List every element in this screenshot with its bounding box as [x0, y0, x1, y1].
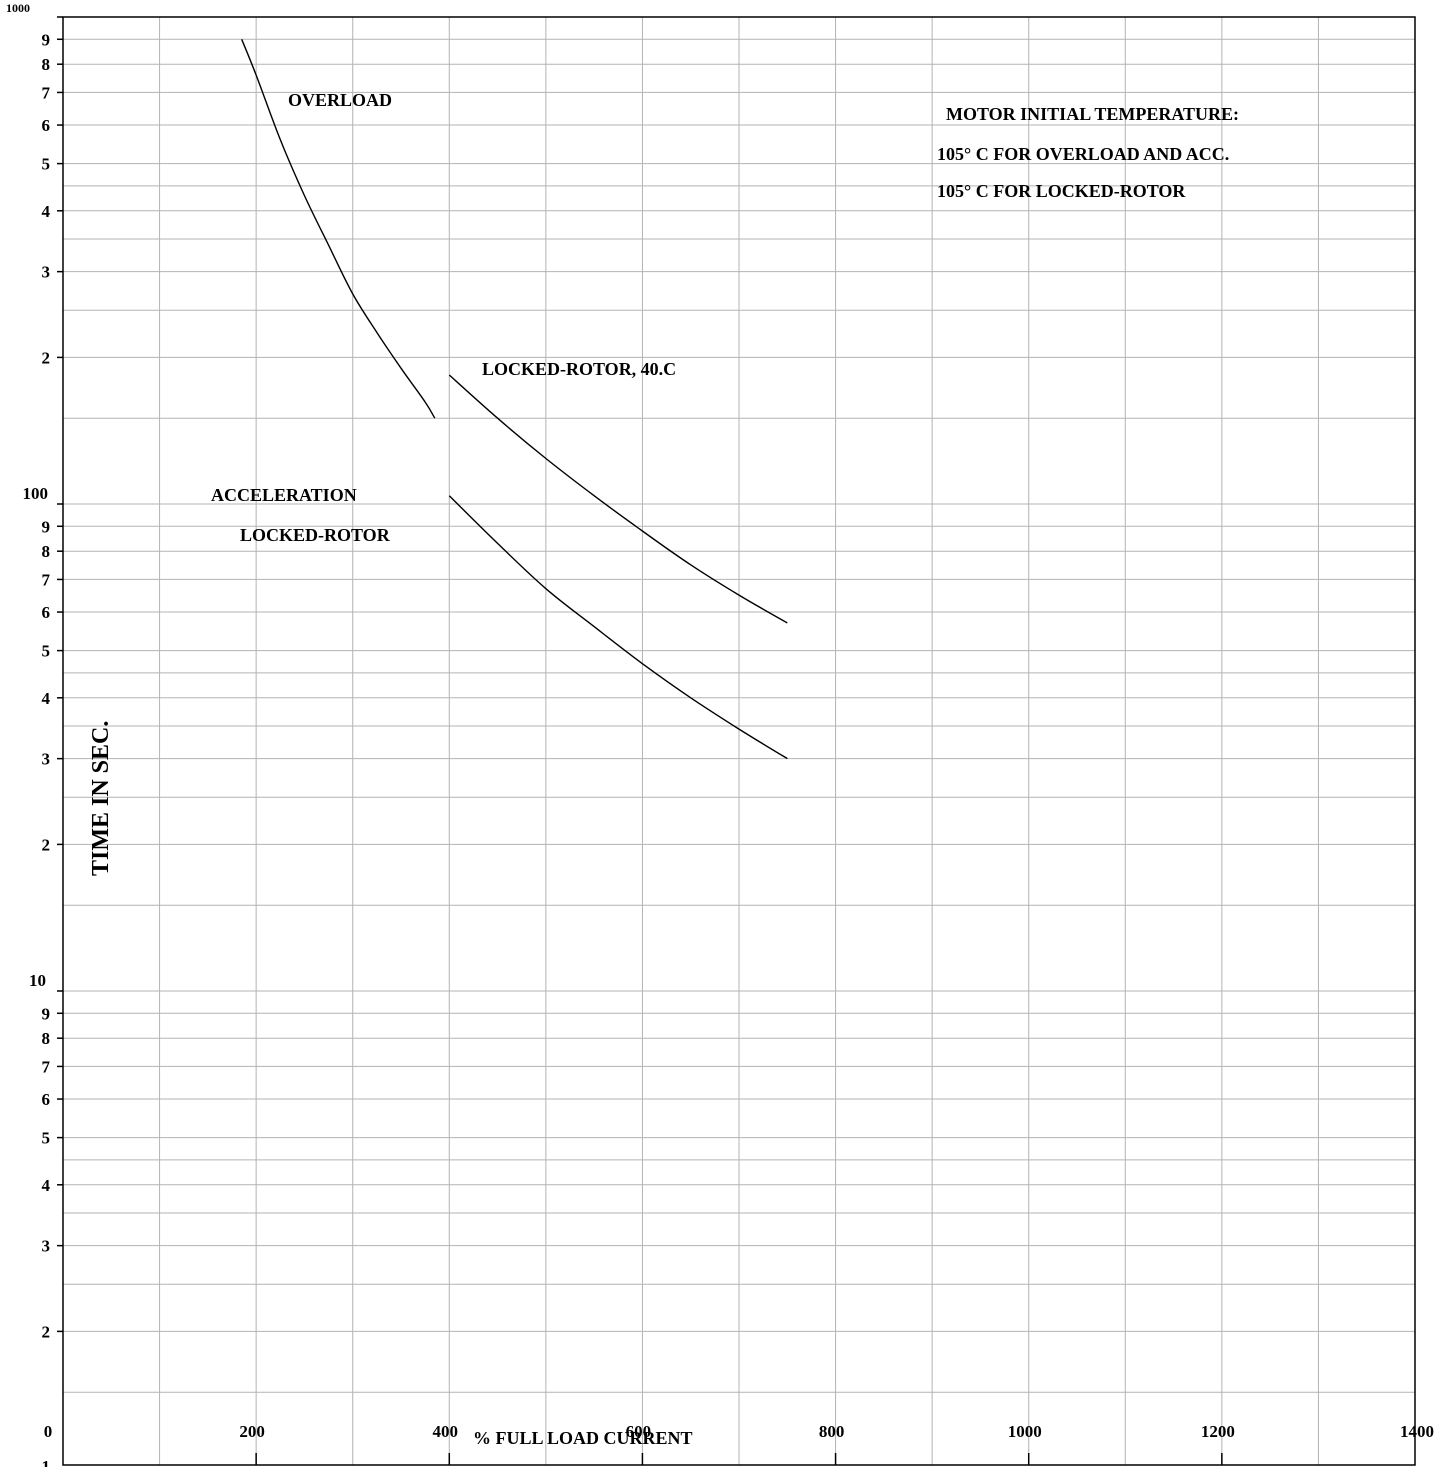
annotation-locked-rotor-40: LOCKED-ROTOR, 40.C — [482, 359, 676, 379]
x-tick-label-1000: 1000 — [1008, 1422, 1042, 1441]
x-axis-label: % FULL LOAD CURRENT — [473, 1428, 693, 1448]
y-tick-label-8: 8 — [42, 1029, 51, 1048]
y-tick-label-90: 9 — [42, 517, 51, 536]
axis-ticks: 1 2 3 4 5 6 7 8 9 10 2 3 4 5 6 7 8 9 100 2 3 4 5 6 7 8 9 1000 0 200 40… — [6, 1, 1434, 1467]
x-tick-label-400: 400 — [433, 1422, 459, 1441]
series-line-3 — [449, 496, 787, 759]
annotation-temp-title: MOTOR INITIAL TEMPERATURE: — [946, 104, 1239, 124]
x-tick-label-0: 0 — [44, 1422, 53, 1441]
y-tick-label-6: 6 — [42, 1090, 51, 1109]
grid — [63, 17, 1415, 1465]
y-tick-label-600: 6 — [42, 116, 51, 135]
x-tick-label-200: 200 — [239, 1422, 265, 1441]
y-tick-label-1: 1 — [42, 1457, 51, 1467]
y-tick-label-3: 3 — [42, 1237, 51, 1256]
y-tick-label-2: 2 — [42, 1322, 51, 1341]
y-tick-label-70: 7 — [42, 570, 51, 589]
y-axis-label: TIME IN SEC. — [88, 721, 114, 876]
y-tick-label-10: 10 — [29, 971, 46, 990]
y-tick-label-200: 2 — [42, 348, 51, 367]
y-tick-label-500: 5 — [42, 155, 51, 174]
y-tick-label-100: 100 — [23, 484, 49, 503]
annotation-overload: OVERLOAD — [288, 90, 392, 110]
y-tick-label-40: 4 — [42, 689, 51, 708]
y-tick-label-5: 5 — [42, 1129, 51, 1148]
y-tick-label-4: 4 — [42, 1176, 51, 1195]
series-line-2 — [449, 375, 787, 623]
y-tick-label-7: 7 — [42, 1057, 51, 1076]
y-tick-label-30: 3 — [42, 750, 51, 769]
y-tick-label-1000: 1000 — [6, 1, 30, 15]
annotation-acceleration: ACCELERATION — [211, 485, 357, 505]
y-tick-label-9: 9 — [42, 1004, 51, 1023]
y-tick-label-50: 5 — [42, 642, 51, 661]
y-tick-label-300: 3 — [42, 263, 51, 282]
annotation-temp-line1: 105° C FOR OVERLOAD AND ACC. — [937, 144, 1229, 164]
y-tick-label-20: 2 — [42, 835, 51, 854]
y-tick-label-80: 8 — [42, 542, 51, 561]
annotation-temp-line2: 105° C FOR LOCKED-ROTOR — [937, 181, 1186, 201]
x-tick-label-1200: 1200 — [1201, 1422, 1235, 1441]
y-tick-label-700: 7 — [42, 83, 51, 102]
annotation-locked-rotor: LOCKED-ROTOR — [240, 525, 391, 545]
x-tick-label-800: 800 — [819, 1422, 845, 1441]
x-tick-label-1400: 1400 — [1400, 1422, 1434, 1441]
y-tick-label-800: 8 — [42, 55, 51, 74]
y-tick-label-400: 4 — [42, 202, 51, 221]
y-tick-label-60: 6 — [42, 603, 51, 622]
y-tick-label-900: 9 — [42, 30, 51, 49]
